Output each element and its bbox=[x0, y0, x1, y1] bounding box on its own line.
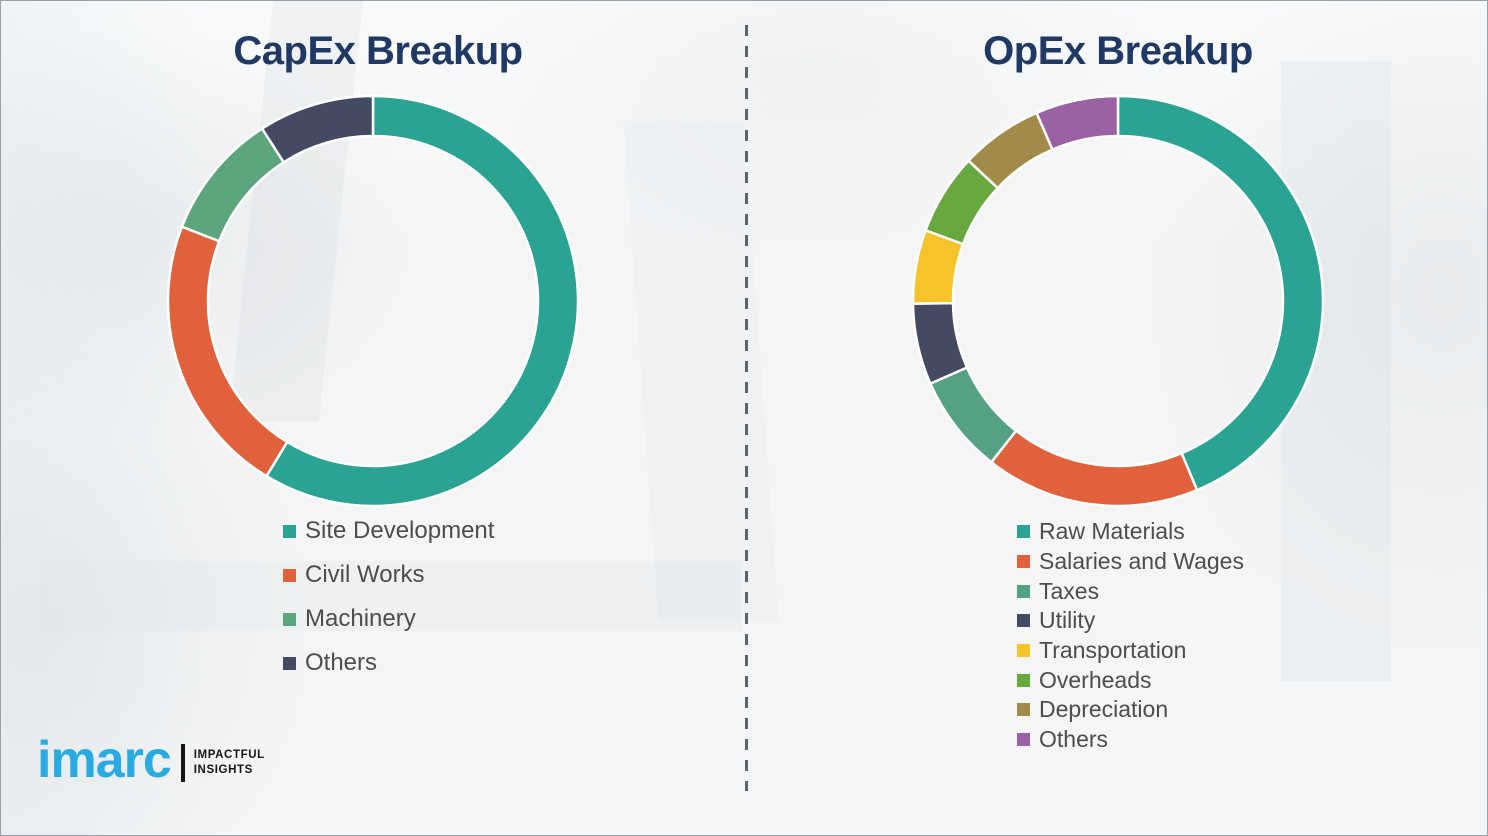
donut-segment-raw-materials bbox=[1116, 94, 1325, 492]
legend-swatch bbox=[1017, 703, 1030, 717]
legend-label: Depreciation bbox=[1039, 696, 1169, 723]
donut-segment-civil-works bbox=[166, 225, 289, 478]
legend-swatch bbox=[283, 612, 296, 626]
legend-item-salaries-and-wages: Salaries and Wages bbox=[1017, 547, 1244, 577]
legend-swatch bbox=[1017, 614, 1030, 628]
opex-legend: Raw Materials Salaries and Wages Taxes U… bbox=[1017, 517, 1244, 755]
legend-swatch bbox=[1017, 555, 1030, 569]
legend-swatch bbox=[1017, 673, 1030, 687]
donut-segment-taxes bbox=[929, 366, 1018, 464]
tagline-line2: INSIGHTS bbox=[193, 764, 253, 776]
legend-swatch bbox=[1017, 733, 1030, 747]
capex-donut-chart bbox=[166, 94, 580, 508]
legend-label: Others bbox=[1039, 726, 1109, 753]
legend-item-others-opex: Others bbox=[1017, 725, 1244, 755]
donut-segment-others bbox=[1035, 94, 1120, 151]
legend-item-civil-works: Civil Works bbox=[283, 553, 494, 597]
donut-segment-utility bbox=[911, 301, 969, 385]
legend-swatch bbox=[283, 656, 296, 670]
donut-segment-salaries-and-wages bbox=[990, 429, 1199, 508]
legend-item-depreciation: Depreciation bbox=[1017, 695, 1244, 725]
opex-chart-title: OpEx Breakup bbox=[983, 29, 1253, 73]
legend-label: Transportation bbox=[1039, 637, 1187, 664]
legend-label: Taxes bbox=[1039, 577, 1100, 604]
legend-label: Machinery bbox=[305, 605, 416, 632]
legend-label: Salaries and Wages bbox=[1039, 548, 1244, 575]
legend-item-overheads: Overheads bbox=[1017, 665, 1244, 695]
legend-item-transportation: Transportation bbox=[1017, 636, 1244, 666]
legend-label: Civil Works bbox=[305, 561, 425, 588]
panel-divider bbox=[745, 25, 748, 791]
legend-swatch bbox=[1017, 644, 1030, 658]
donut-segment-site-development bbox=[265, 94, 580, 508]
legend-label: Others bbox=[305, 649, 378, 676]
legend-swatch bbox=[1017, 525, 1030, 539]
legend-item-site-development: Site Development bbox=[283, 509, 494, 553]
legend-label: Overheads bbox=[1039, 666, 1152, 693]
opex-donut-chart bbox=[911, 94, 1325, 508]
donut-segment-others bbox=[260, 94, 375, 164]
legend-swatch bbox=[1017, 584, 1030, 598]
donut-segment-machinery bbox=[180, 127, 285, 243]
legend-item-raw-materials: Raw Materials bbox=[1017, 517, 1244, 547]
imarc-logo: imarc IMPACTFUL INSIGHTS bbox=[37, 734, 265, 786]
legend-label: Utility bbox=[1039, 607, 1096, 634]
legend-label: Site Development bbox=[305, 517, 495, 544]
legend-swatch bbox=[283, 568, 296, 582]
capex-chart-title: CapEx Breakup bbox=[233, 29, 523, 73]
legend-item-taxes: Taxes bbox=[1017, 576, 1244, 606]
imarc-tagline: IMPACTFUL INSIGHTS bbox=[194, 748, 265, 778]
legend-label: Raw Materials bbox=[1039, 518, 1185, 545]
legend-swatch bbox=[283, 524, 296, 538]
watermark-streak bbox=[623, 121, 779, 621]
legend-item-others-capex: Others bbox=[283, 641, 494, 685]
logo-divider-bar bbox=[180, 744, 185, 782]
tagline-line1: IMPACTFUL bbox=[193, 749, 265, 762]
legend-item-utility: Utility bbox=[1017, 606, 1244, 636]
imarc-logo-wordmark: imarc bbox=[37, 731, 172, 789]
legend-item-machinery: Machinery bbox=[283, 597, 494, 641]
capex-legend: Site Development Civil Works Machinery O… bbox=[283, 509, 494, 685]
